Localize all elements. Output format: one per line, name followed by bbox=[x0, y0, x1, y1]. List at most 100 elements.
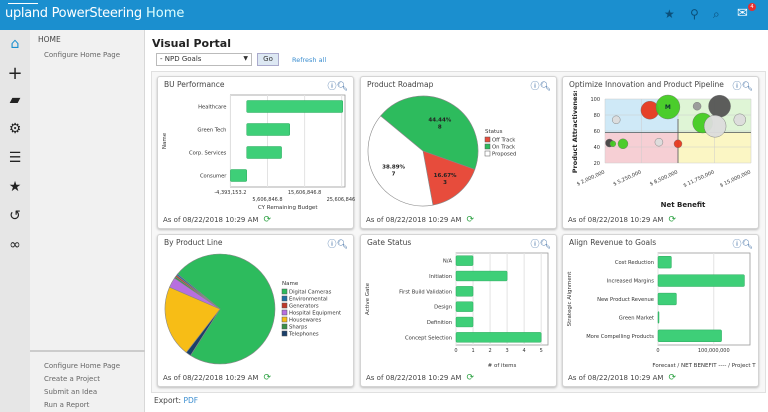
bar bbox=[455, 301, 474, 312]
legend-swatch bbox=[281, 316, 288, 323]
legend-label: Hospital Equipment bbox=[289, 311, 341, 317]
pie-slice bbox=[380, 95, 479, 170]
slice-percent: 38.89% bbox=[382, 164, 405, 170]
x-tick-label: 3 bbox=[506, 348, 509, 354]
legend-swatch bbox=[484, 150, 491, 157]
chart-title: By Product Line bbox=[164, 238, 223, 247]
info-icon[interactable]: ⓘ bbox=[530, 240, 540, 250]
refresh-icon[interactable]: ⟳ bbox=[263, 215, 271, 225]
timeline-icon[interactable]: ☰ bbox=[8, 150, 22, 166]
sidebar-link-run-report[interactable]: Run a Report bbox=[44, 401, 90, 409]
info-icon[interactable]: ⓘ bbox=[530, 82, 540, 92]
zoom-icon[interactable]: 🔍︎ bbox=[336, 82, 348, 92]
bar bbox=[657, 329, 722, 342]
sidebar-divider[interactable] bbox=[30, 350, 145, 352]
refresh-icon[interactable]: ⟳ bbox=[466, 373, 474, 383]
x-axis-label: Forecast / NET BENEFIT ---- / Project T bbox=[652, 363, 756, 369]
bar bbox=[455, 332, 542, 343]
chart-timestamp: As of 08/22/2018 10:29 AM ⟳ bbox=[366, 373, 474, 383]
bar bbox=[657, 274, 745, 287]
bubble bbox=[655, 94, 681, 120]
category-label: First Build Validation bbox=[399, 289, 452, 295]
x-tick-label: 4 bbox=[523, 348, 526, 354]
y-axis-label: Active Gate bbox=[365, 282, 371, 315]
zoom-icon[interactable]: 🔍︎ bbox=[336, 240, 348, 250]
sidebar: HOME Configure Home Page Configure Home … bbox=[30, 30, 145, 412]
zoom-icon[interactable]: 🔍︎ bbox=[741, 240, 753, 250]
info-icon[interactable]: ⓘ bbox=[327, 82, 337, 92]
category-label: Increased Margins bbox=[607, 279, 655, 285]
refresh-icon[interactable]: ⟳ bbox=[668, 215, 676, 225]
briefcase-icon[interactable]: ▰ bbox=[9, 92, 21, 108]
legend-swatch bbox=[281, 295, 288, 302]
sidebar-link-submit-idea[interactable]: Submit an Idea bbox=[44, 388, 98, 396]
chart-title: BU Performance bbox=[164, 80, 225, 89]
gear-icon[interactable]: ⚙ bbox=[8, 121, 22, 137]
x-tick-label: $ 8,500,000 bbox=[649, 169, 679, 187]
timestamp-text: As of 08/22/2018 10:29 AM bbox=[568, 374, 664, 382]
x-tick-label: $ 15,000,000 bbox=[719, 169, 752, 189]
bar bbox=[657, 292, 677, 306]
star-icon[interactable]: ★ bbox=[8, 179, 22, 195]
chart-title: Optimize Innovation and Product Pipeline bbox=[569, 80, 724, 89]
legend-label: Proposed bbox=[492, 152, 516, 158]
bubble bbox=[733, 113, 746, 126]
info-icon[interactable]: ⓘ bbox=[732, 82, 742, 92]
category-label: More Compelling Products bbox=[586, 334, 654, 340]
chart-timestamp: As of 08/22/2018 10:29 AM ⟳ bbox=[568, 215, 676, 225]
info-icon[interactable]: ⓘ bbox=[327, 240, 337, 250]
category-label: Design bbox=[434, 305, 452, 311]
search-icon[interactable]: ⌕ bbox=[713, 7, 720, 21]
chart-actions: ⓘ🔍︎ bbox=[531, 237, 551, 250]
chart-svg: 0 1 2 3 4 5 N/A Initiation First Build Validatio… bbox=[365, 252, 549, 369]
zoom-icon[interactable]: 🔍︎ bbox=[539, 82, 551, 92]
sidebar-link-configure[interactable]: Configure Home Page bbox=[44, 362, 120, 370]
bar bbox=[657, 256, 672, 269]
chart-card: BU Performance ⓘ🔍︎ As of 08/22/2018 10:29 … bbox=[157, 76, 355, 229]
zoom-icon[interactable]: 🔍︎ bbox=[741, 82, 753, 92]
portal-select[interactable]: - NPD Goals ▼ bbox=[156, 53, 252, 66]
sidebar-link-create-project[interactable]: Create a Project bbox=[44, 375, 100, 383]
bubble bbox=[617, 138, 629, 149]
chart-card: Optimize Innovation and Product Pipeline… bbox=[562, 76, 759, 229]
legend-swatch bbox=[281, 309, 288, 316]
x-tick-label: $ 5,250,000 bbox=[612, 169, 642, 187]
pie-slice bbox=[422, 150, 476, 206]
chart-svg: 20 40 60 80 100 $ 2,000,000 $ 5,250,000 $ 8,500… bbox=[571, 91, 752, 209]
refresh-all-link[interactable]: Refresh all bbox=[292, 56, 327, 64]
pie-slice bbox=[176, 273, 221, 310]
x-tick-label: $ 2,000,000 bbox=[576, 169, 606, 187]
plus-icon[interactable]: + bbox=[7, 63, 23, 84]
zoom-icon[interactable]: 🔍︎ bbox=[539, 240, 551, 250]
x-tick-label: 25,606,846. bbox=[327, 197, 355, 203]
logo[interactable]: upland PowerSteering bbox=[5, 3, 142, 21]
chart-svg: Name Digital CamerasEnvironmentalGenerato… bbox=[164, 253, 341, 365]
x-axis-label: # of items bbox=[488, 363, 517, 369]
chart-actions: ⓘ🔍︎ bbox=[733, 237, 753, 250]
export-pdf-link[interactable]: PDF bbox=[183, 396, 199, 405]
legend-title: Name bbox=[282, 281, 299, 287]
home-icon[interactable]: ⌂ bbox=[10, 36, 20, 52]
y-axis-label: Product Attractiveness bbox=[571, 91, 579, 173]
bubble bbox=[609, 140, 617, 147]
x-tick-label: 1 bbox=[471, 348, 474, 354]
slice-count: 7 bbox=[392, 171, 396, 177]
refresh-icon[interactable]: ⟳ bbox=[263, 373, 271, 383]
star-icon[interactable]: ★ bbox=[664, 7, 675, 21]
refresh-icon[interactable]: ⟳ bbox=[466, 215, 474, 225]
pin-icon[interactable]: ⚲ bbox=[690, 7, 699, 21]
x-axis-label: CY Remaining Budget bbox=[258, 205, 318, 211]
history-icon[interactable]: ↺ bbox=[9, 208, 21, 224]
timestamp-text: As of 08/22/2018 10:29 AM bbox=[366, 374, 462, 382]
legend-swatch bbox=[484, 143, 491, 150]
inbox-icon[interactable]: ✉ bbox=[737, 6, 748, 21]
sidebar-item-configure[interactable]: Configure Home Page bbox=[44, 51, 120, 59]
x-tick-label: 2 bbox=[488, 348, 491, 354]
refresh-icon[interactable]: ⟳ bbox=[668, 373, 676, 383]
go-button[interactable]: Go bbox=[257, 53, 279, 66]
top-bar: upland PowerSteering Home ★ ⚲ ⌕ ✉ 4 bbox=[0, 0, 768, 30]
link-icon[interactable]: ∞ bbox=[9, 237, 21, 253]
category-label: Corp. Services bbox=[189, 151, 227, 157]
info-icon[interactable]: ⓘ bbox=[732, 240, 742, 250]
